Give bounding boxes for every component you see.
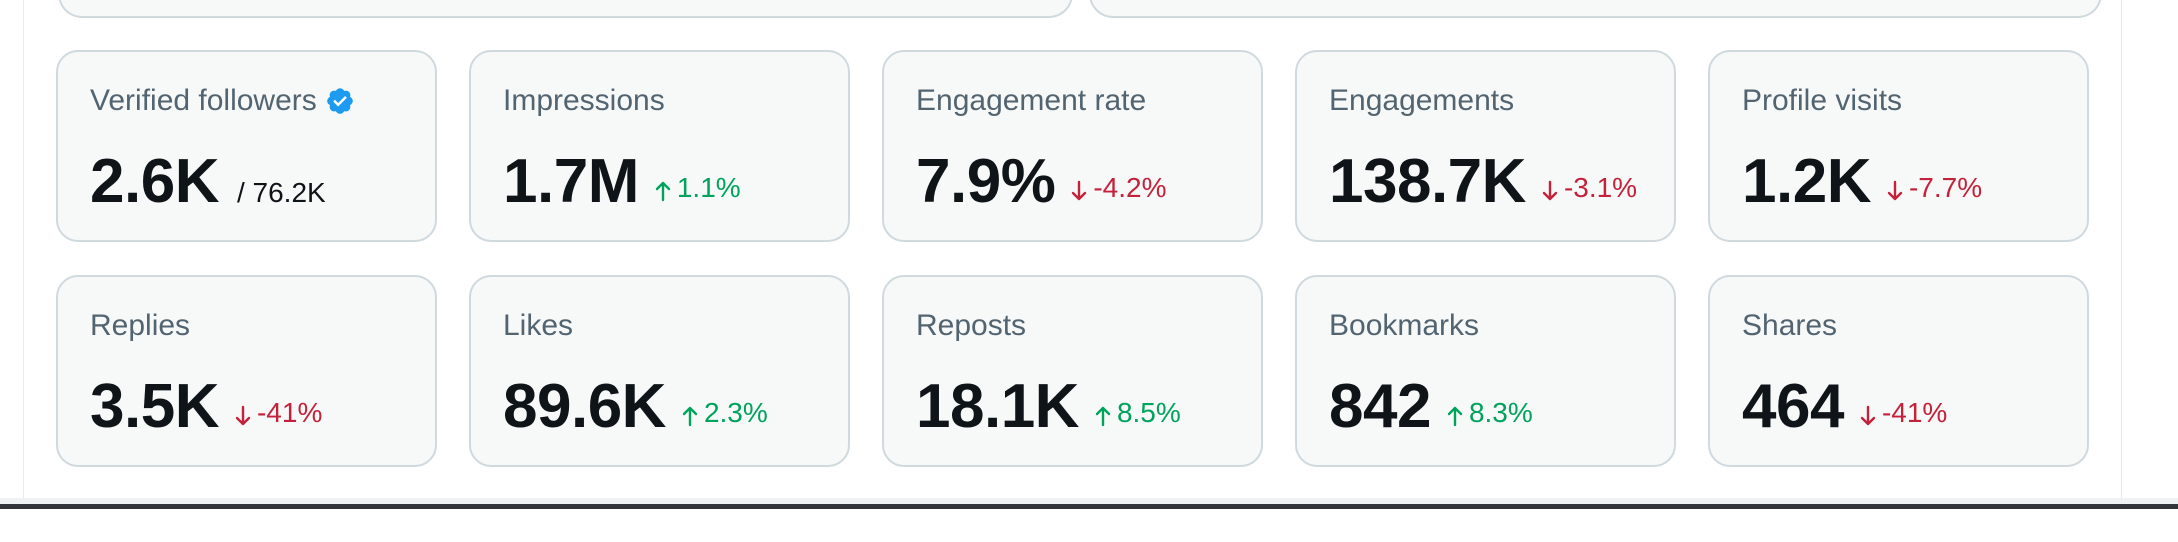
arrow-down-icon: [1071, 177, 1087, 201]
metric-value: 18.1K: [916, 372, 1079, 441]
metric-change-value: -41%: [256, 397, 323, 428]
metric-title: Bookmarks: [1329, 309, 1479, 343]
metric-value-row: 1.2K -7.7%: [1742, 146, 1982, 217]
metric-label: Likes: [503, 309, 574, 342]
metric-card-reposts[interactable]: Reposts 18.1K 8.5%: [882, 275, 1263, 467]
metric-card-engagement-rate[interactable]: Engagement rate 7.9% -4.2%: [882, 50, 1263, 242]
metric-label: Profile visits: [1742, 84, 1903, 117]
metric-change-value: -7.7%: [1908, 172, 1983, 203]
bottom-border: [0, 504, 2178, 509]
metric-change: -41%: [235, 397, 322, 429]
arrow-up-icon: [1095, 402, 1111, 427]
metric-change: -7.7%: [1887, 172, 1982, 204]
arrow-down-icon: [1860, 402, 1876, 426]
metric-change-value: 2.3%: [703, 397, 768, 428]
metric-card-verified-followers[interactable]: Verified followers 2.6K / 76.2K: [56, 50, 437, 242]
metric-value: 464: [1742, 372, 1844, 441]
metric-title: Verified followers: [90, 84, 355, 118]
metric-change-value: 8.3%: [1468, 397, 1533, 428]
metric-value: 89.6K: [503, 372, 666, 441]
panel-bottom-strip: [0, 498, 2178, 504]
arrow-up-icon: [1447, 402, 1463, 427]
metric-change: 8.5%: [1095, 397, 1181, 429]
metric-value-row: 18.1K 8.5%: [916, 371, 1181, 442]
metric-value-row: 89.6K 2.3%: [503, 371, 768, 442]
metric-title: Impressions: [503, 84, 665, 118]
metric-title: Reposts: [916, 309, 1026, 343]
top-card-left: [58, 0, 1073, 18]
metric-change-value: 8.5%: [1116, 397, 1181, 428]
metric-value-row: 7.9% -4.2%: [916, 146, 1166, 217]
metric-card-bookmarks[interactable]: Bookmarks 842 8.3%: [1295, 275, 1676, 467]
metric-label: Verified followers: [90, 84, 317, 117]
metric-label: Engagements: [1329, 84, 1515, 117]
metric-label: Replies: [90, 309, 191, 342]
metric-card-likes[interactable]: Likes 89.6K 2.3%: [469, 275, 850, 467]
metric-value: 3.5K: [90, 372, 219, 441]
metric-value: 2.6K: [90, 147, 219, 216]
metric-value-row: 464 -41%: [1742, 371, 1947, 442]
arrow-down-icon: [235, 402, 251, 426]
metric-change: -4.2%: [1071, 172, 1166, 204]
top-card-right: [1089, 0, 2102, 18]
metric-card-profile-visits[interactable]: Profile visits 1.2K -7.7%: [1708, 50, 2089, 242]
metric-label: Engagement rate: [916, 84, 1147, 117]
metric-title: Replies: [90, 309, 190, 343]
metric-value-row: 842 8.3%: [1329, 371, 1533, 442]
metric-change-value: -41%: [1881, 397, 1948, 428]
metric-card-impressions[interactable]: Impressions 1.7M 1.1%: [469, 50, 850, 242]
arrow-up-icon: [655, 177, 671, 202]
metric-change: -3.1%: [1542, 172, 1637, 204]
metric-change-value: -3.1%: [1563, 172, 1638, 203]
metric-label: Reposts: [916, 309, 1027, 342]
metric-change: 2.3%: [682, 397, 768, 429]
metric-value: 138.7K: [1329, 147, 1526, 216]
metric-title: Engagements: [1329, 84, 1514, 118]
metric-value-row: 3.5K -41%: [90, 371, 322, 442]
metric-title: Shares: [1742, 309, 1837, 343]
arrow-down-icon: [1887, 177, 1903, 201]
metric-total: / 76.2K: [236, 177, 326, 208]
metric-value-row: 1.7M 1.1%: [503, 146, 741, 217]
metric-title: Engagement rate: [916, 84, 1146, 118]
metric-change: 1.1%: [655, 172, 741, 204]
metric-change: -41%: [1860, 397, 1947, 429]
verified-badge-icon: [325, 86, 355, 116]
metric-label: Shares: [1742, 309, 1838, 342]
arrow-down-icon: [1542, 177, 1558, 201]
metric-label: Impressions: [503, 84, 665, 117]
metric-title: Likes: [503, 309, 573, 343]
metric-value: 1.7M: [503, 147, 639, 216]
metric-label: Bookmarks: [1329, 309, 1480, 342]
metric-value-row: 2.6K / 76.2K: [90, 146, 326, 217]
metric-change-value: 1.1%: [676, 172, 741, 203]
metric-card-replies[interactable]: Replies 3.5K -41%: [56, 275, 437, 467]
metric-value-row: 138.7K -3.1%: [1329, 146, 1637, 217]
metric-title: Profile visits: [1742, 84, 1902, 118]
metric-card-engagements[interactable]: Engagements 138.7K -3.1%: [1295, 50, 1676, 242]
metric-card-shares[interactable]: Shares 464 -41%: [1708, 275, 2089, 467]
metric-value: 7.9%: [916, 147, 1056, 216]
metric-change-value: -4.2%: [1093, 172, 1167, 203]
metric-value: 842: [1329, 372, 1431, 441]
metric-change: 8.3%: [1447, 397, 1533, 429]
arrow-up-icon: [682, 402, 698, 427]
metric-value: 1.2K: [1742, 147, 1871, 216]
